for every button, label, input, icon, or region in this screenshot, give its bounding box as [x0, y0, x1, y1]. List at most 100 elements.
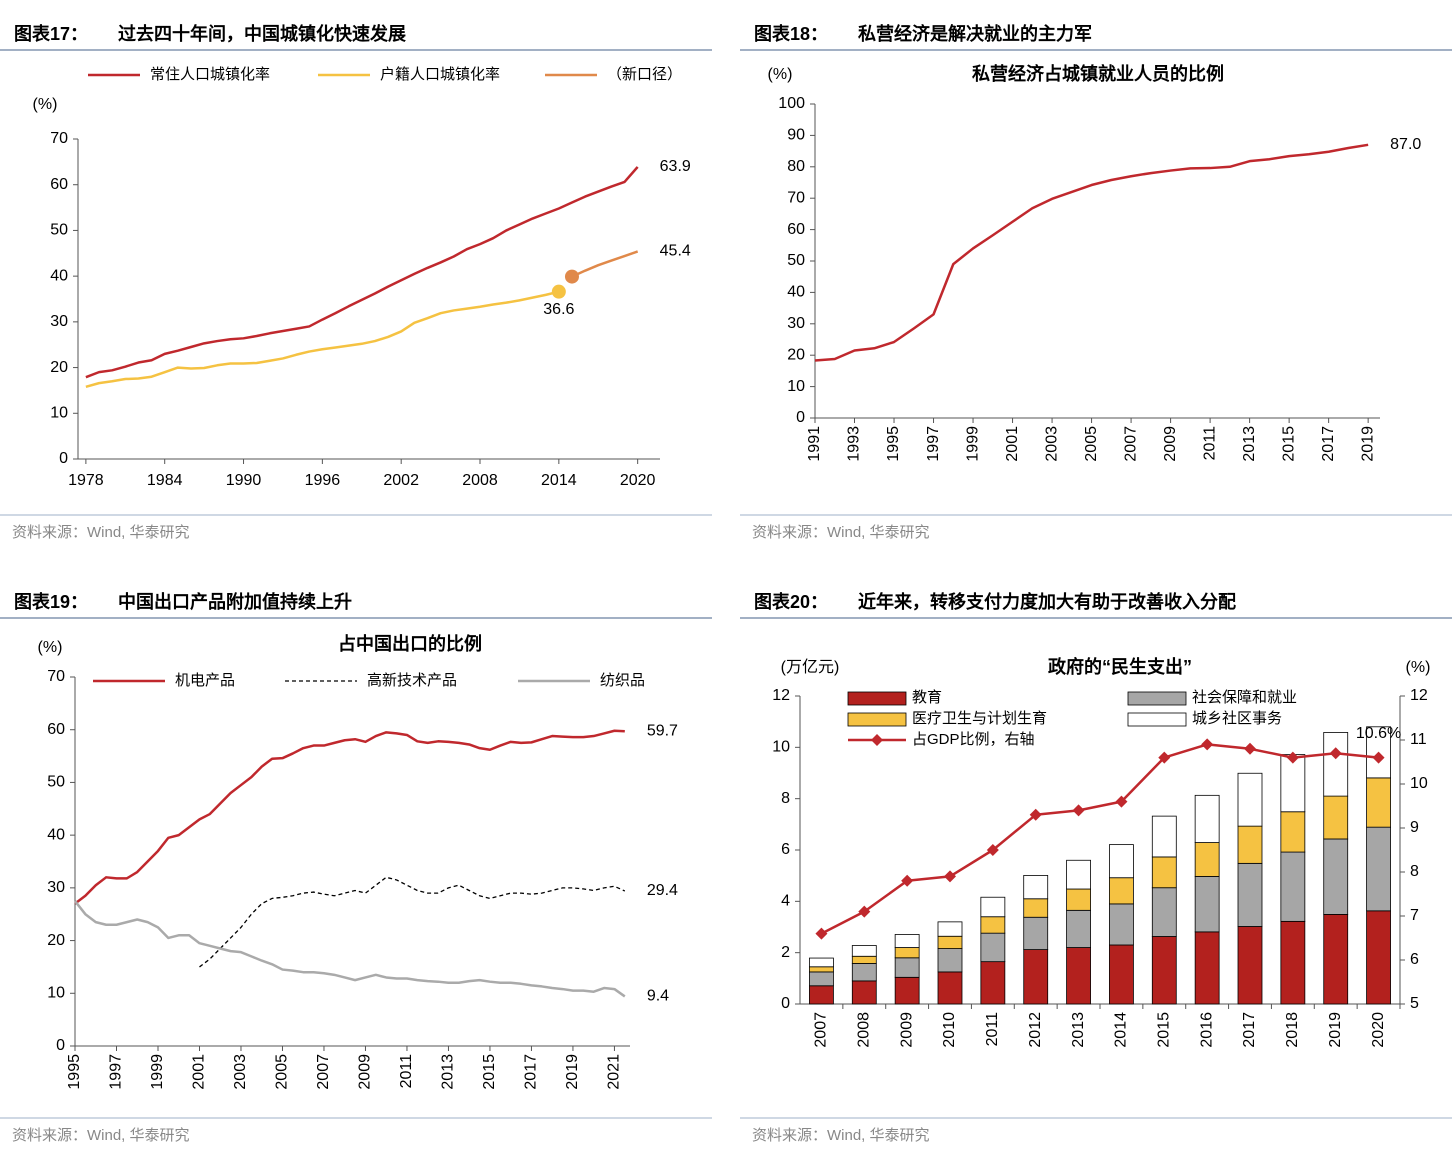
x-tick-label: 1999: [149, 1054, 166, 1090]
bar-segment: [809, 985, 834, 1005]
y-tick-label: 4: [781, 893, 790, 910]
bar-segment: [851, 945, 877, 957]
x-tick-label: 2013: [1070, 1012, 1087, 1048]
point-marker: [815, 927, 828, 940]
series-line: [820, 743, 1379, 935]
x-tick-label: 2015: [1280, 426, 1297, 462]
y2-tick-label: 9: [1410, 819, 1419, 836]
bar-segment: [809, 957, 834, 968]
bar-segment: [1151, 856, 1177, 889]
y-tick-label: 40: [787, 284, 805, 301]
value-label: 36.6: [543, 301, 574, 318]
x-tick-label: 2005: [1083, 426, 1100, 462]
y-tick-label: 40: [47, 826, 65, 843]
point-marker: [1201, 738, 1214, 751]
x-tick-label: 2017: [1241, 1012, 1258, 1048]
x-tick-label: 1984: [147, 472, 183, 489]
x-tick-label: 2018: [1284, 1012, 1301, 1048]
figure-label: 图表20：: [754, 591, 828, 612]
y-tick-label: 0: [781, 995, 790, 1012]
point-marker: [1286, 751, 1299, 764]
y-tick-label: 50: [47, 774, 65, 791]
y2-tick-label: 10: [1410, 775, 1428, 792]
value-label: 63.9: [660, 158, 691, 175]
y-tick-label: 100: [778, 95, 805, 112]
y-tick-label: 10: [50, 405, 68, 422]
y-tick-label: 60: [47, 721, 65, 738]
y-tick-label: 20: [50, 359, 68, 376]
x-tick-label: 2020: [620, 472, 656, 489]
bar-segment: [1109, 877, 1134, 905]
x-tick-label: 2021: [606, 1054, 623, 1090]
bar-segment: [1280, 920, 1306, 1005]
bar-segment: [1237, 772, 1263, 827]
x-tick-label: 2010: [941, 1012, 958, 1048]
bar-segment: [809, 971, 834, 987]
y2-tick-label: 6: [1410, 951, 1419, 968]
point-marker: [986, 844, 999, 856]
y-tick-label: 12: [772, 687, 790, 704]
figure-label: 图表17：: [14, 23, 88, 44]
x-tick-label: 2003: [1043, 426, 1060, 462]
y-axis-unit: (%): [38, 639, 63, 656]
bar-segment: [1066, 859, 1091, 890]
bar-segment: [1323, 795, 1349, 840]
y-tick-label: 30: [50, 313, 68, 330]
y-tick-label: 10: [787, 378, 805, 395]
legend-label: 户籍人口城镇化率: [380, 66, 500, 83]
legend-label: 纺织品: [600, 672, 645, 689]
legend-swatch: [847, 691, 907, 706]
x-tick-label: 2019: [1359, 426, 1376, 462]
bar-segment: [1066, 909, 1091, 948]
y-tick-label: 90: [787, 127, 805, 144]
x-tick-label: 2014: [1113, 1012, 1130, 1048]
x-tick-label: 2002: [383, 472, 419, 489]
series-line: [74, 729, 625, 905]
y-tick-label: 0: [56, 1037, 65, 1054]
x-tick-label: 2007: [813, 1012, 830, 1048]
series-line: [571, 250, 639, 278]
bar-segment: [937, 921, 963, 937]
legend-swatch: [847, 712, 907, 727]
bar-segment: [937, 948, 963, 973]
legend-label: 医疗卫生与计划生育: [912, 710, 1047, 727]
source-note: 资料来源：Wind, 华泰研究: [12, 1127, 190, 1144]
x-tick-label: 2017: [1320, 426, 1337, 462]
bar-segment: [1366, 777, 1391, 828]
figure-label: 图表19：: [14, 591, 88, 612]
bar-segment: [1151, 887, 1177, 937]
chart-subtitle: 政府的“民生支出”: [1048, 656, 1192, 677]
x-tick-label: 2019: [1327, 1012, 1344, 1048]
point-marker: [1329, 747, 1342, 760]
x-tick-label: 2007: [1122, 426, 1139, 462]
legend-label: 社会保障和就业: [1192, 688, 1297, 706]
panel-title: 过去四十年间，中国城镇化快速发展: [118, 23, 407, 44]
y-tick-label: 20: [787, 346, 805, 363]
bar-segment: [894, 934, 920, 948]
legend-swatch: [1127, 712, 1187, 727]
y-tick-label: 60: [787, 221, 805, 238]
point-marker: [944, 870, 956, 883]
x-tick-label: 2012: [1027, 1012, 1044, 1048]
y-tick-label: 10: [47, 985, 65, 1002]
bar-segment: [1237, 926, 1263, 1005]
legend-label: 常住人口城镇化率: [150, 66, 270, 83]
point-marker: [1029, 808, 1042, 821]
bar-segment: [1194, 876, 1220, 933]
bar-segment: [1109, 903, 1134, 946]
figure-label: 图表18：: [754, 23, 828, 44]
bar-segment: [1194, 794, 1220, 843]
y2-tick-label: 8: [1410, 863, 1419, 880]
y2-tick-label: 5: [1410, 995, 1419, 1012]
y-tick-label: 80: [787, 158, 805, 175]
x-tick-label: 1993: [846, 426, 863, 462]
bar-segment: [1109, 844, 1134, 879]
point-marker: [1072, 804, 1085, 817]
legend-swatch: [1127, 691, 1187, 706]
panel-title: 中国出口产品附加值持续上升: [118, 591, 352, 612]
y-tick-label: 10: [772, 739, 790, 756]
point-marker: [551, 284, 566, 299]
value-label: 59.7: [647, 723, 678, 740]
y-tick-label: 30: [47, 879, 65, 896]
